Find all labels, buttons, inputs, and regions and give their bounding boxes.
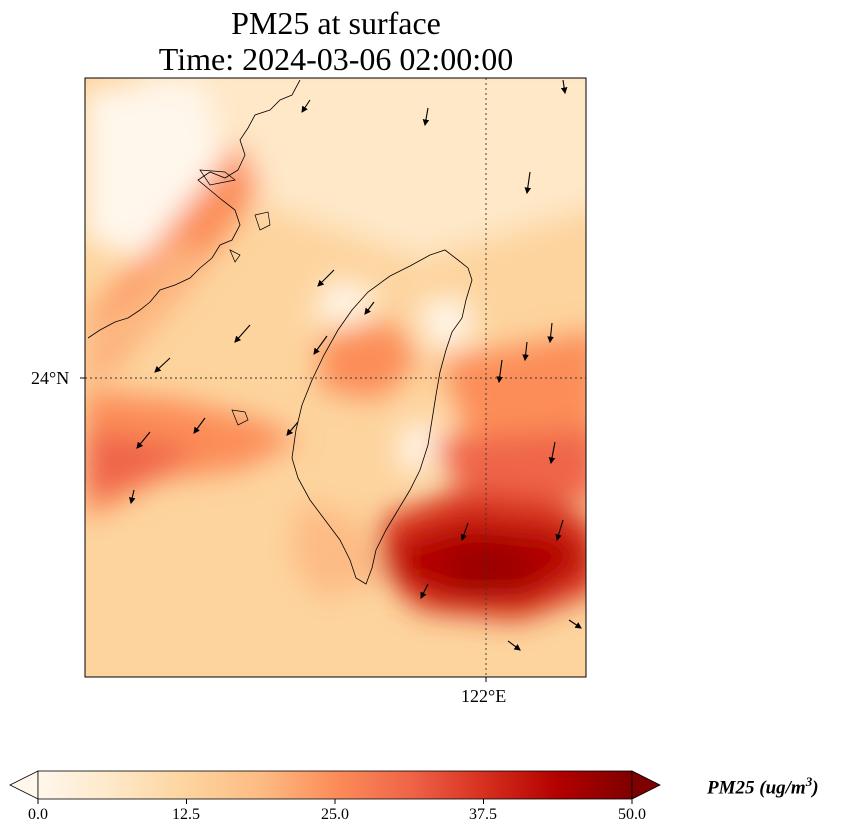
wind-vectors bbox=[129, 79, 582, 651]
colorbar-tick-1: 12.5 bbox=[172, 806, 200, 823]
colorbar-tick-2: 25.0 bbox=[321, 806, 349, 823]
colorbar-tick-4: 50.0 bbox=[618, 806, 646, 823]
map-title-line2: Time: 2024-03-06 02:00:00 bbox=[158, 41, 514, 77]
longitude-tick-label: 122°E bbox=[461, 686, 507, 706]
colorbar-label: PM25 (ug/m3) bbox=[707, 774, 819, 799]
map-title-line1: PM25 at surface bbox=[231, 5, 441, 41]
latitude-tick-label: 24°N bbox=[31, 368, 70, 388]
colorbar-tick-3: 37.5 bbox=[469, 806, 497, 823]
mainland-coastline bbox=[87, 79, 301, 339]
colorbar bbox=[9, 770, 661, 804]
pm25-field bbox=[85, 78, 586, 677]
taiwan-coastline bbox=[291, 249, 473, 585]
colorbar-tick-0: 0.0 bbox=[28, 806, 48, 823]
